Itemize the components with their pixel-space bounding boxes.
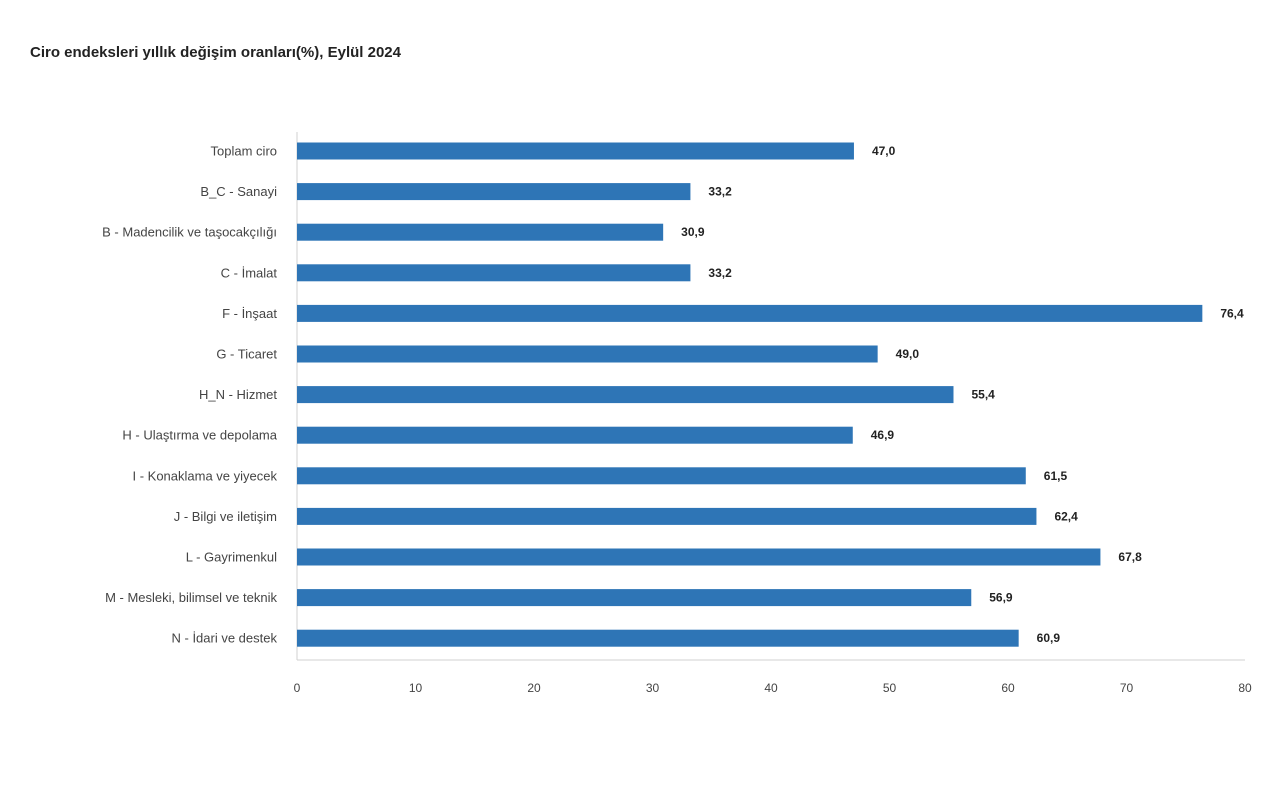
data-label: 47,0 — [872, 144, 896, 158]
category-label: M - Mesleki, bilimsel ve teknik — [105, 590, 277, 605]
data-label: 56,9 — [989, 591, 1013, 605]
data-label: 67,8 — [1118, 550, 1142, 564]
bar — [297, 507, 1037, 525]
bar — [297, 467, 1026, 485]
category-label: B - Madencilik ve taşocakçılığı — [102, 225, 277, 240]
data-label: 55,4 — [971, 388, 995, 402]
x-tick-label: 60 — [1001, 681, 1015, 695]
category-label: I - Konaklama ve yiyecek — [132, 468, 277, 483]
x-tick-label: 80 — [1238, 681, 1252, 695]
x-tick-label: 10 — [409, 681, 423, 695]
data-label: 62,4 — [1054, 509, 1078, 523]
bar — [297, 223, 664, 241]
bar — [297, 548, 1101, 566]
data-label: 60,9 — [1037, 631, 1061, 645]
bar — [297, 386, 954, 404]
chart-title: Ciro endeksleri yıllık değişim oranları(… — [30, 44, 401, 61]
x-tick-label: 30 — [646, 681, 660, 695]
bar — [297, 426, 853, 444]
data-label: 46,9 — [871, 428, 895, 442]
data-label: 33,2 — [708, 266, 732, 280]
data-label: 49,0 — [896, 347, 920, 361]
category-label: C - İmalat — [221, 265, 278, 280]
x-tick-label: 70 — [1120, 681, 1134, 695]
bar — [297, 142, 854, 160]
x-tick-label: 40 — [764, 681, 778, 695]
data-label: 61,5 — [1044, 469, 1068, 483]
x-tick-label: 20 — [527, 681, 541, 695]
bar — [297, 183, 691, 201]
bar — [297, 629, 1019, 647]
category-label: F - İnşaat — [222, 306, 277, 321]
bar — [297, 304, 1203, 322]
x-tick-label: 50 — [883, 681, 897, 695]
data-label: 30,9 — [681, 225, 705, 239]
bar — [297, 589, 972, 607]
category-label: N - İdari ve destek — [172, 631, 278, 646]
category-label: Toplam ciro — [211, 144, 277, 159]
category-label: J - Bilgi ve iletişim — [174, 509, 277, 524]
category-label: B_C - Sanayi — [200, 184, 277, 199]
x-tick-label: 0 — [294, 681, 301, 695]
bar — [297, 345, 878, 363]
bar — [297, 264, 691, 282]
data-label: 76,4 — [1220, 306, 1244, 320]
category-label: L - Gayrimenkul — [186, 550, 277, 565]
category-label: G - Ticaret — [216, 347, 277, 362]
category-label: H_N - Hizmet — [199, 387, 277, 402]
data-label: 33,2 — [708, 185, 732, 199]
category-label: H - Ulaştırma ve depolama — [122, 428, 277, 443]
